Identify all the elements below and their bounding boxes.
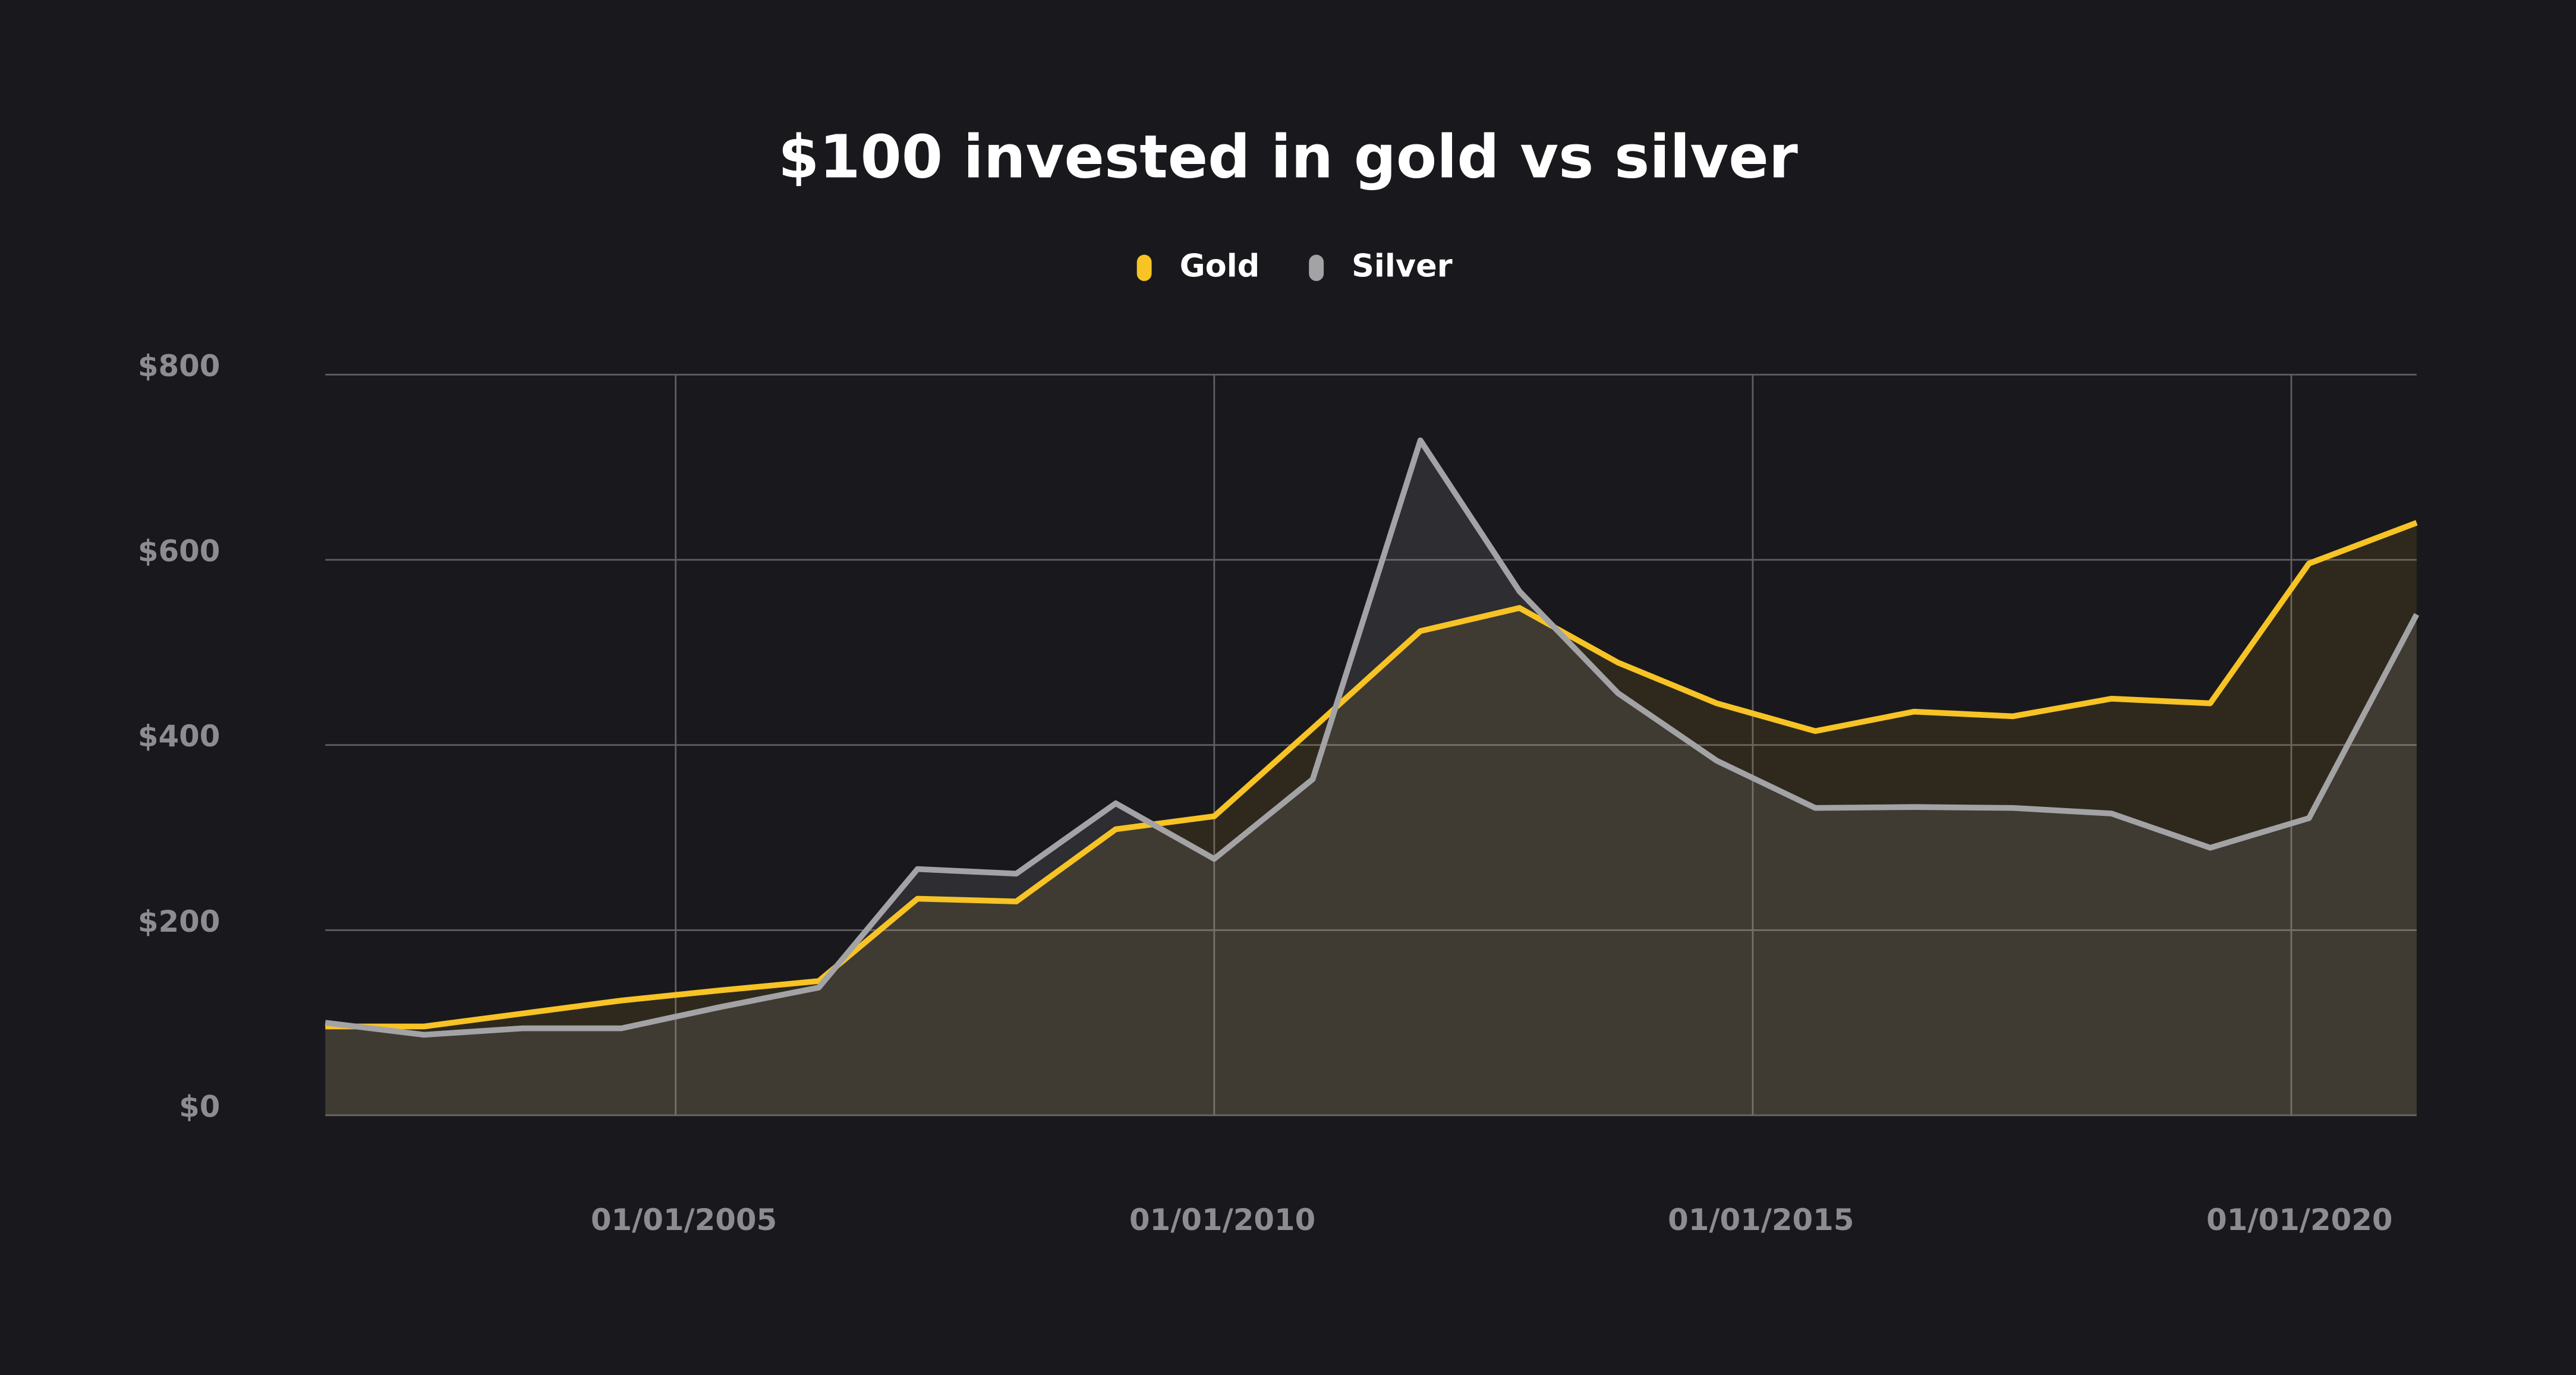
y-tick-label: $200 xyxy=(138,904,220,939)
legend-label: Gold xyxy=(1180,248,1260,284)
y-tick-label: $400 xyxy=(138,719,220,753)
y-tick-label: $800 xyxy=(138,349,220,383)
y-tick-label: $0 xyxy=(179,1089,220,1124)
area xyxy=(325,440,2417,1116)
chart-title: $100 invested in gold vs silver xyxy=(778,123,1798,191)
y-tick-label: $600 xyxy=(138,534,220,569)
line xyxy=(325,520,2418,1030)
x-tick-label: 01/01/2020 xyxy=(2206,1203,2392,1237)
legend-marker xyxy=(1136,254,1152,281)
x-tick-label: 01/01/2015 xyxy=(1668,1203,1854,1237)
x-tick-label: 01/01/2005 xyxy=(591,1203,777,1237)
x-tick-label: 01/01/2010 xyxy=(1129,1203,1315,1237)
area xyxy=(325,522,2417,1116)
legend-marker xyxy=(1309,254,1324,281)
line xyxy=(325,437,2420,1038)
legend-label: Silver xyxy=(1352,248,1453,284)
